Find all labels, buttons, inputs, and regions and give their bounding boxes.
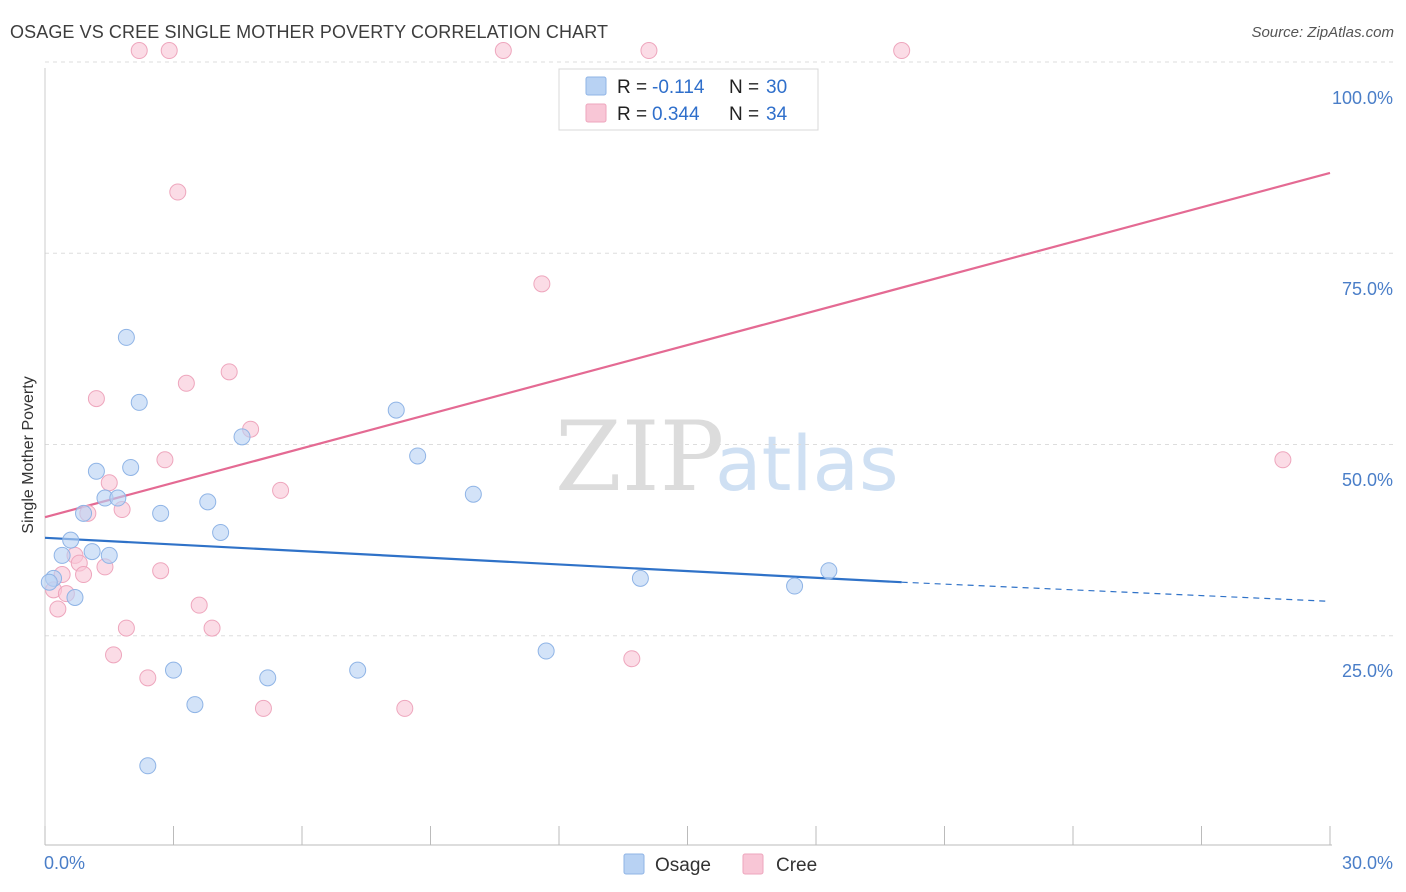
osage-point-9 [109,489,127,507]
cree-point-10 [100,474,118,492]
cree-point-20 [177,374,195,392]
cree-point-13 [117,619,135,637]
trend-lines [44,171,1331,602]
source-label: Source: ZipAtlas.com [1251,24,1394,41]
osage-point-26 [631,569,649,587]
watermark-zip: ZIP [555,401,724,513]
osage-point-12 [130,393,148,411]
cree-point-22 [203,619,221,637]
osage-point-24 [464,485,482,503]
osage-point-11 [122,458,140,476]
osage-point-20 [259,669,277,687]
x-tick-label-30: 30.0% [1342,853,1393,873]
trend-line-osage [44,536,902,584]
legend-n-label-cree: N = [729,104,759,125]
osage-point-16 [186,696,204,714]
osage-point-19 [233,428,251,446]
legend-swatch-osage [585,76,607,96]
cree-point-6 [75,566,93,584]
osage-point-27 [786,577,804,595]
osage-point-5 [83,543,101,561]
osage-point-17 [199,493,217,511]
legend-n-osage: 30 [766,77,787,98]
osage-point-14 [152,504,170,522]
osage-point-23 [409,447,427,465]
cree-point-21 [190,596,208,614]
x-tick-label-0: 0.0% [44,853,85,873]
osage-point-6 [87,462,105,480]
bottom-legend-cree: Cree [776,855,817,876]
y-tick-label-100: 100.0% [1332,88,1393,108]
bottom-legend: Osage Cree [623,853,817,876]
chart-title: OSAGE VS CREE SINGLE MOTHER POVERTY CORR… [10,22,609,42]
osage-point-1 [53,546,71,564]
bottom-legend-swatch-cree [742,853,764,875]
osage-point-3 [66,589,84,606]
osage-point-25 [537,642,555,660]
legend-r-cree: 0.344 [652,104,700,125]
cree-point-16 [152,562,170,580]
grid [45,61,1395,637]
osage-point-13 [139,757,157,775]
y-tick-label-75: 75.0% [1342,279,1393,299]
osage-point-2 [62,531,80,549]
osage-point-4 [75,504,93,522]
bottom-legend-swatch-osage [623,853,645,875]
legend-n-cree: 34 [766,104,788,125]
trend-line-cree [44,171,1331,519]
cree-point-30 [623,650,641,668]
cree-point-18 [160,42,178,60]
cree-point-29 [533,275,551,293]
watermark-atlas: atlas [715,419,899,508]
legend-swatch-cree [585,103,607,123]
osage-point-21 [349,661,367,679]
legend-n-label-osage: N = [729,77,759,98]
osage-point-29 [40,573,58,591]
stats-legend: R = -0.114 N = 30 R = 0.344 N = 34 [558,68,819,131]
cree-point-14 [130,42,148,60]
y-tick-label-50: 50.0% [1342,470,1393,490]
cree-point-8 [87,390,105,408]
cree-point-1 [49,600,67,618]
osage-point-22 [387,401,405,419]
legend-r-osage: -0.114 [652,77,705,98]
cree-point-17 [156,451,174,469]
cree-point-25 [254,699,272,717]
osage-point-15 [165,661,182,679]
trend-line-osage-extension [901,581,1331,602]
osage-point-10 [117,328,135,346]
y-axis-label: Single Mother Poverty [20,376,37,533]
cree-point-31 [640,42,658,60]
y-tick-label-25: 25.0% [1342,661,1393,681]
cree-point-23 [220,363,238,381]
cree-point-27 [396,699,414,717]
cree-point-19 [169,183,187,201]
legend-r-label-osage: R = [617,77,647,98]
bottom-legend-osage: Osage [655,855,711,876]
points [40,42,1292,775]
osage-point-8 [100,546,118,564]
cree-point-26 [272,481,290,499]
osage-point-28 [820,562,838,580]
cree-point-15 [139,669,157,687]
axes [44,68,1332,846]
legend-r-label-cree: R = [617,104,647,125]
cree-point-11 [105,646,123,664]
osage-point-18 [212,523,230,541]
cree-point-32 [893,42,911,60]
cree-point-28 [494,42,512,60]
cree-point-33 [1274,451,1292,469]
